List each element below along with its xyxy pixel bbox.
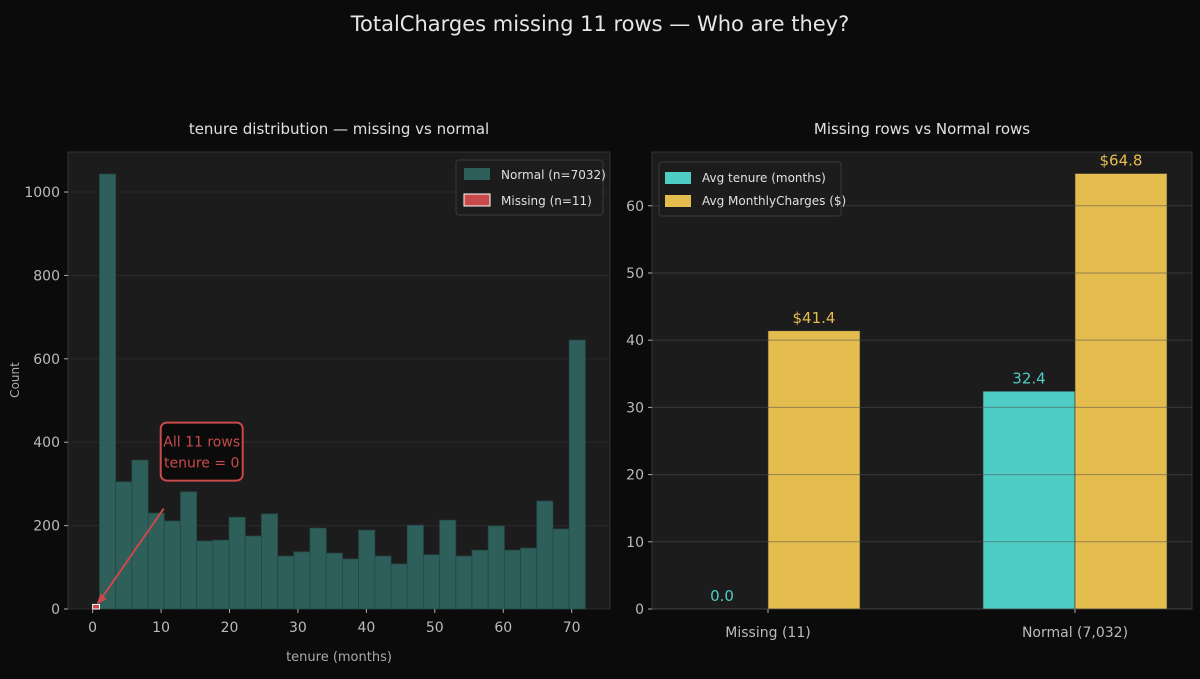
histogram-bar-normal [342,558,360,610]
left-y-axis-label: Count [8,362,22,398]
histogram-bar-normal [180,491,198,610]
histogram-bar-normal [568,339,586,610]
y-tick-label: 20 [626,468,644,484]
right-chart-title: Missing rows vs Normal rows [814,120,1030,138]
histogram-bar-normal [115,481,133,610]
histogram-bar-normal [163,520,181,610]
x-tick-label: Normal (7,032) [1022,625,1128,641]
histogram-bar-normal [196,540,214,610]
histogram-bar-normal [228,516,246,610]
left-legend: Normal (n=7032) Missing (n=11) [455,159,606,216]
histogram-bar-normal [406,524,424,610]
y-tick-label: 0 [51,602,60,618]
y-tick-label: 1000 [24,185,60,201]
data-label: 32.4 [1012,369,1045,387]
y-tick-label: 400 [33,435,60,451]
histogram-bar-normal [487,525,505,610]
y-tick-label: 40 [626,333,644,349]
histogram-bar-missing [92,603,100,610]
x-tick-label: 10 [152,620,170,636]
x-tick-label: 60 [494,620,512,636]
histogram-bar-normal [99,173,117,610]
y-tick-label: 60 [626,199,644,215]
legend-label-missing: Missing (n=11) [501,194,592,208]
annotation-box [159,421,244,482]
legend-swatch-charges [665,195,691,207]
data-label: 0.0 [710,587,734,605]
annotation-text-line1: All 11 rows [163,435,240,451]
histogram-bar-normal [244,535,262,610]
bar-avg-tenure [982,390,1076,610]
right-chart: Missing rows vs Normal rows 0.0 32.4 $41.4… [626,120,1193,641]
legend-label-tenure: Avg tenure (months) [702,171,826,185]
data-label: $64.8 [1100,152,1143,170]
x-tick-label: Missing (11) [725,625,810,641]
legend-swatch-missing [463,193,491,207]
left-x-axis-label: tenure (months) [286,650,392,665]
bar-avg-monthly-charges [1074,173,1168,610]
histogram-bar-normal [390,563,408,610]
histogram-bar-normal [536,500,554,610]
left-chart: tenure distribution — missing vs normal … [8,120,611,665]
x-tick-label: 70 [563,620,581,636]
legend-label-charges: Avg MonthlyCharges ($) [702,194,846,208]
annotation-arrow [97,507,165,603]
annotation-arrowhead [96,593,107,605]
legend-swatch-tenure [665,172,691,184]
y-tick-label: 30 [626,400,644,416]
y-tick-label: 50 [626,266,644,282]
histogram-bar-normal [552,528,570,610]
x-tick-label: 40 [357,620,375,636]
histogram-bar-normal [212,539,230,610]
x-tick-label: 20 [221,620,239,636]
histogram-bar-normal [277,555,295,610]
histogram-bar-normal [423,554,440,610]
legend-label-normal: Normal (n=7032) [501,168,606,182]
annotation-text-line2: tenure = 0 [164,456,239,472]
bar-avg-monthly-charges [767,330,861,610]
left-chart-title: tenure distribution — missing vs normal [189,120,489,138]
x-tick-label: 0 [88,620,97,636]
histogram-bar-normal [358,529,376,610]
histogram-bar-normal [520,547,538,610]
y-tick-label: 0 [635,602,644,618]
y-tick-label: 600 [33,352,60,368]
histogram-bar-normal [309,527,327,610]
histogram-bar-normal [439,519,457,610]
legend-swatch-normal [464,168,490,180]
y-tick-label: 10 [626,535,644,551]
histogram-bar-normal [455,555,473,610]
right-legend: Avg tenure (months) Avg MonthlyCharges (… [658,161,846,217]
histogram-bar-normal [503,549,521,610]
histogram-bar-normal [261,513,279,610]
histogram-bar-normal [325,552,343,610]
histogram-bar-normal [471,549,489,610]
histogram-bar-normal [293,551,311,610]
data-label: $41.4 [793,309,836,327]
histogram-bar-normal [374,555,392,610]
y-tick-label: 800 [33,268,60,284]
figure-title: TotalCharges missing 11 rows — Who are t… [350,12,850,36]
x-tick-label: 30 [289,620,307,636]
y-tick-label: 200 [33,519,60,535]
x-tick-label: 50 [426,620,444,636]
